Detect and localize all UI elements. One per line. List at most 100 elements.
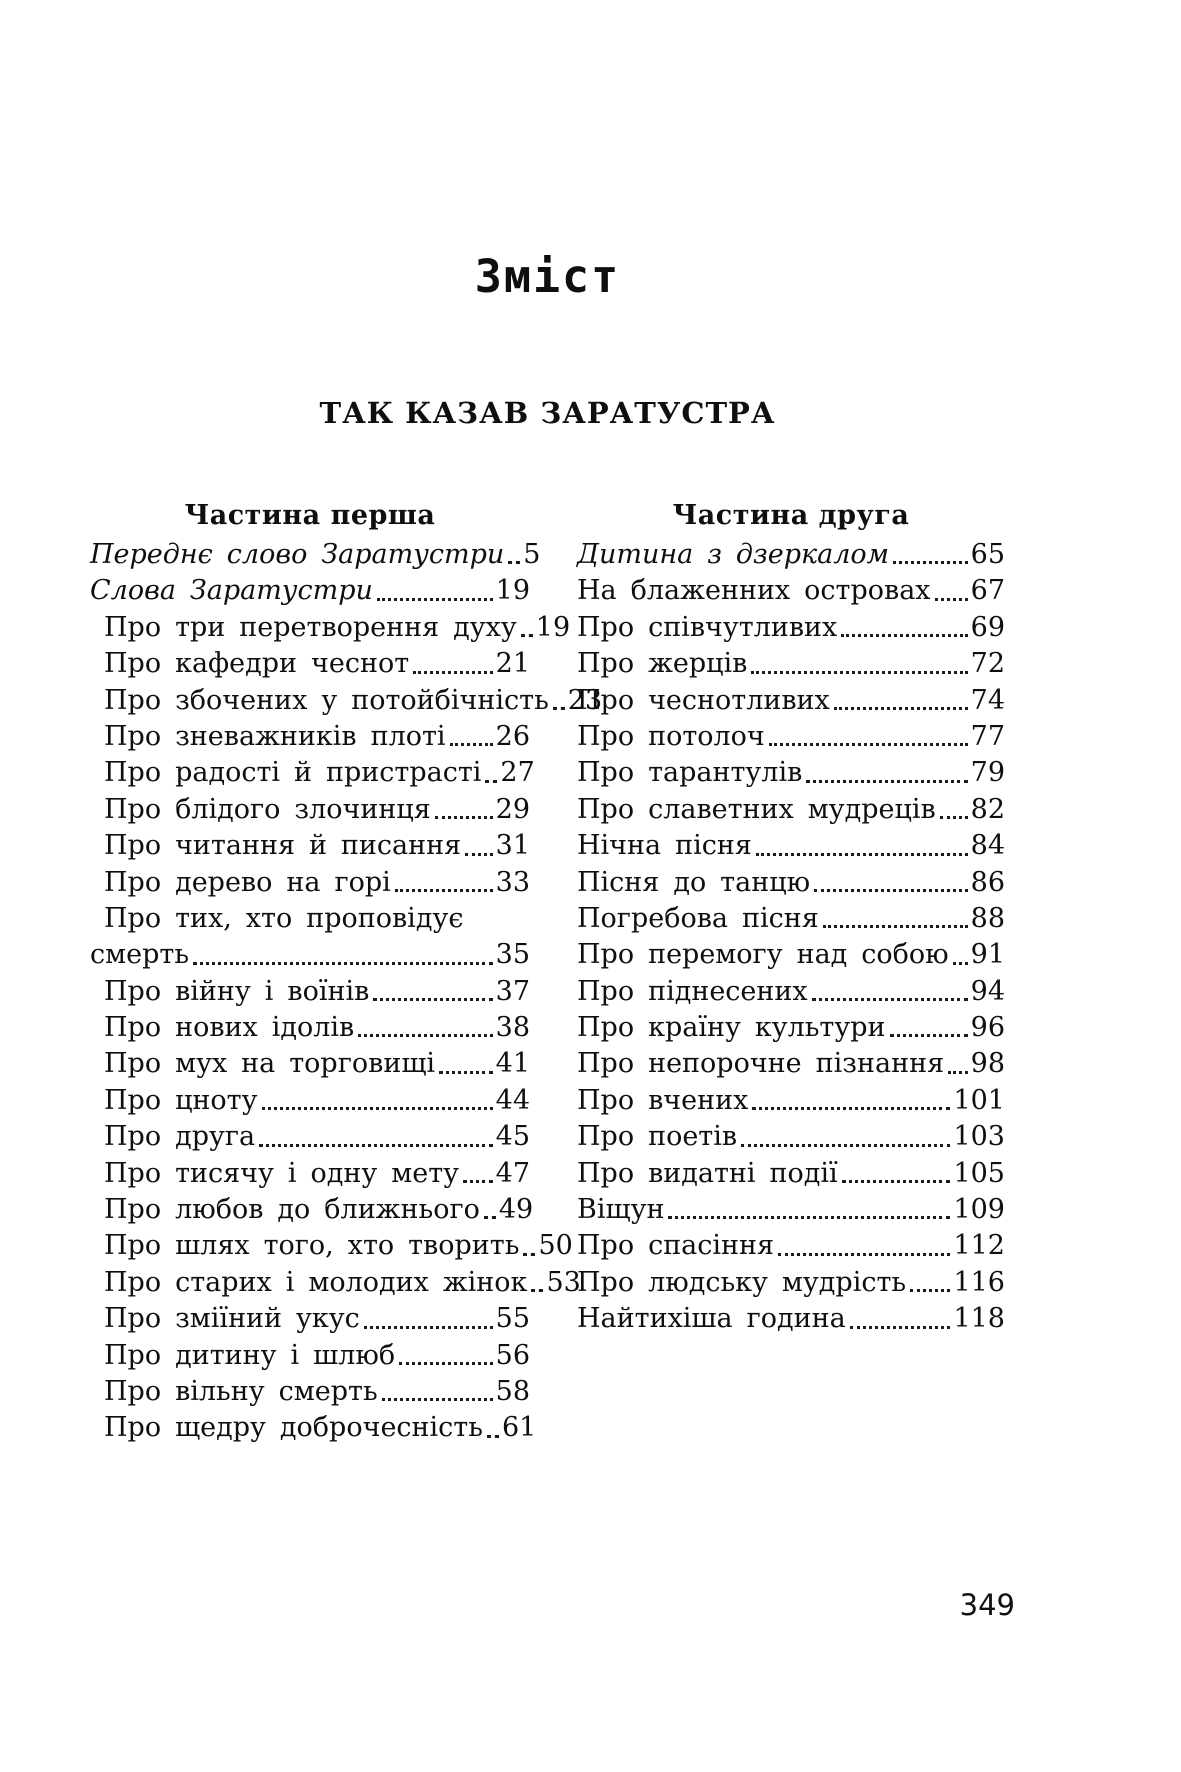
- toc-entry-title: Про вчених: [577, 1084, 749, 1116]
- dot-leader: [508, 561, 521, 565]
- toc-entry-page: 101: [953, 1084, 1005, 1116]
- toc-entry-page: 72: [970, 648, 1005, 680]
- toc-entry-page: 88: [970, 902, 1005, 934]
- dot-leader: [668, 1216, 951, 1220]
- dot-leader: [948, 1070, 968, 1074]
- toc-entry-title: Нічна пісня: [577, 830, 752, 862]
- toc-entry-title: Про непорочне пізнання: [577, 1048, 945, 1080]
- dot-leader: [822, 925, 968, 929]
- toc-entries-part-one: Переднє слово Заратустри 5 Слова Заратустр…: [90, 537, 602, 1447]
- toc-column-heading: Частина друга: [672, 500, 910, 531]
- toc-entry-page: 112: [953, 1230, 1005, 1262]
- toc-entry-page: 19: [495, 575, 530, 607]
- toc-entry-title: Про зневажників плоті: [104, 720, 446, 752]
- dot-leader: [939, 816, 968, 820]
- toc-entry-title: Про людську мудрість: [577, 1266, 907, 1298]
- toc-entry-title: Про піднесених: [577, 975, 808, 1007]
- toc-entry-title: Про дитину і шлюб: [104, 1339, 396, 1371]
- toc-entry-page: 96: [970, 1012, 1005, 1044]
- dot-leader: [952, 961, 968, 965]
- toc-entry-page: 31: [495, 830, 530, 862]
- toc-entry: Дитина з дзеркалом 65: [577, 537, 1005, 573]
- toc-entry: смерть 35: [90, 937, 530, 973]
- toc-entry-title: Про зміїний укус: [104, 1303, 360, 1335]
- dot-leader: [752, 1107, 951, 1111]
- toc-entry: Про славетних мудреців 82: [577, 792, 1005, 828]
- toc-entry-title: Про щедру доброчесність: [104, 1412, 483, 1444]
- toc-entry: Про тих, хто проповідує: [90, 901, 530, 937]
- toc-entry-title: Про читання й писання: [104, 830, 462, 862]
- toc-entry: Про співчутливих 69: [577, 610, 1005, 646]
- toc-entry-title: Про потолоч: [577, 720, 765, 752]
- toc-entry: Про поетів 103: [577, 1119, 1005, 1155]
- toc-entry-page: 38: [495, 1012, 530, 1044]
- toc-entry-title: Про видатні події: [577, 1157, 838, 1189]
- toc-entry-title: Про війну і воїнів: [104, 975, 370, 1007]
- toc-entry-title: Про цноту: [104, 1084, 258, 1116]
- dot-leader: [811, 998, 968, 1002]
- dot-leader: [755, 852, 968, 856]
- dot-leader: [373, 998, 493, 1002]
- toc-entry-title: Про шлях того, хто творить: [104, 1230, 520, 1262]
- dot-leader: [910, 1289, 951, 1293]
- dot-leader: [358, 1034, 493, 1038]
- dot-leader: [893, 561, 968, 565]
- dot-leader: [394, 888, 493, 892]
- toc-entry-title: Про радості й пристрасті: [104, 757, 482, 789]
- dot-leader: [768, 743, 968, 747]
- toc-entry-title: На блаженних островах: [577, 575, 931, 607]
- dot-leader: [849, 1325, 951, 1329]
- toc-entry: Про перемогу над собою 91: [577, 937, 1005, 973]
- toc-entry: Про непорочне пізнання 98: [577, 1046, 1005, 1082]
- toc-entry-title: Про друга: [104, 1121, 256, 1153]
- toc-entry: Про тарантулів 79: [577, 755, 1005, 791]
- toc-entry: Про радості й пристрасті 27: [90, 755, 535, 791]
- toc-entry: Про чеснотливих 74: [577, 683, 1005, 719]
- toc-entry: Про блідого злочинця 29: [90, 792, 530, 828]
- toc-entry-page: 41: [495, 1048, 530, 1080]
- toc-entry-page: 19: [535, 611, 571, 643]
- toc-entry-title: Віщун: [577, 1194, 665, 1226]
- toc-entry: На блаженних островах 67: [577, 573, 1005, 609]
- toc-entry-title: Про мух на торговищі: [104, 1048, 436, 1080]
- toc-entry-page: 47: [495, 1157, 530, 1189]
- toc-entry-title: Про чеснотливих: [577, 684, 830, 716]
- toc-entry: Про вчених 101: [577, 1083, 1005, 1119]
- dot-leader: [363, 1325, 493, 1329]
- toc-entry-page: 67: [970, 575, 1005, 607]
- dot-leader: [741, 1143, 951, 1147]
- toc-entry-title: Про країну культури: [577, 1012, 886, 1044]
- toc-column-heading: Частина перша: [184, 500, 436, 531]
- dot-leader: [531, 1289, 544, 1293]
- dot-leader: [193, 961, 493, 965]
- toc-entry-page: 61: [501, 1412, 537, 1444]
- toc-entry: Про читання й писання 31: [90, 828, 530, 864]
- toc-entry-page: 21: [495, 648, 530, 680]
- toc-entry-title: Про дерево на горі: [104, 866, 391, 898]
- toc-entry: Про любов до ближнього 49: [90, 1192, 533, 1228]
- toc-entry-title: Про збочених у потойбічність: [104, 684, 549, 716]
- dot-leader: [814, 888, 968, 892]
- toc-entry-title: Про нових ідолів: [104, 1012, 355, 1044]
- toc-entry-title: Про блідого злочинця: [104, 793, 431, 825]
- toc-entry-page: 69: [970, 611, 1005, 643]
- dot-leader: [485, 779, 498, 783]
- toc-entry: Про тисячу і одну мету 47: [90, 1156, 530, 1192]
- toc-entry: Погребова пісня 88: [577, 901, 1005, 937]
- toc-entry-page: 35: [495, 939, 530, 971]
- dot-leader: [778, 1252, 951, 1256]
- toc-entry: Про дерево на горі 33: [90, 865, 530, 901]
- toc-entry: Про дитину і шлюб 56: [90, 1338, 530, 1374]
- toc-entry-page: 23: [567, 684, 603, 716]
- toc-entry-title: Про кафедри чеснот: [104, 648, 410, 680]
- toc-entry: Про шлях того, хто творить 50: [90, 1228, 573, 1264]
- toc-entry-title: Дитина з дзеркалом: [577, 539, 890, 570]
- toc-entry-page: 45: [495, 1121, 530, 1153]
- dot-leader: [841, 1180, 951, 1184]
- toc-entry: Про потолоч 77: [577, 719, 1005, 755]
- toc-entry-page: 77: [970, 720, 1005, 752]
- dot-leader: [552, 706, 565, 710]
- toc-entry-title: Про любов до ближнього: [104, 1194, 480, 1226]
- toc-entry-title: смерть: [90, 939, 190, 971]
- toc-entry: Про кафедри чеснот 21: [90, 646, 530, 682]
